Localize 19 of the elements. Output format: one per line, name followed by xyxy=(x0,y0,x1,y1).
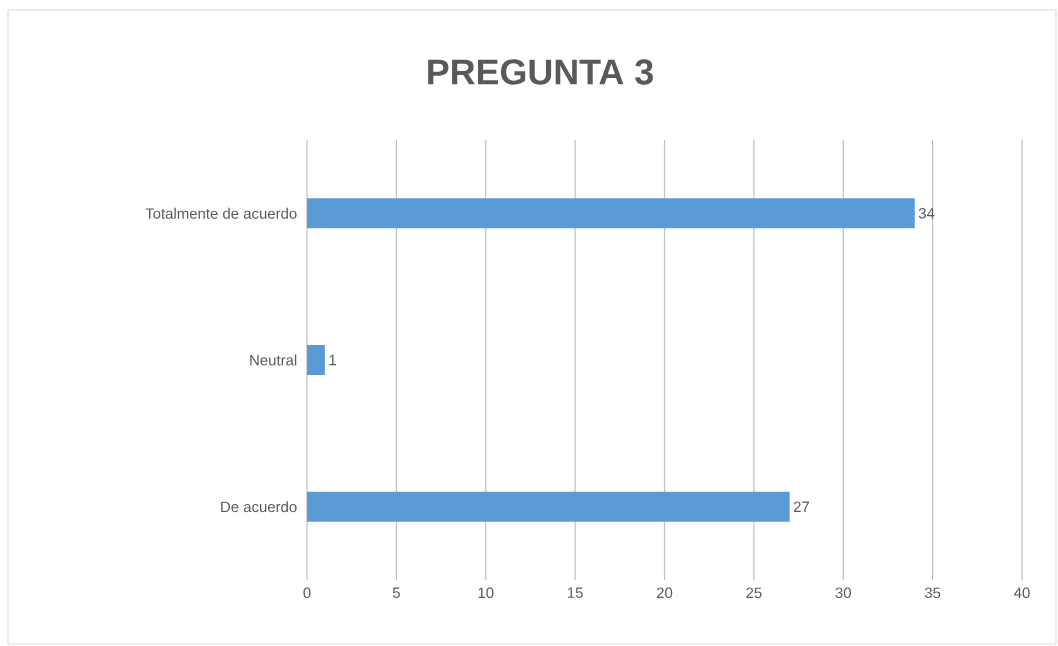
x-tick-label: 40 xyxy=(1014,587,1030,599)
x-tick-label: 35 xyxy=(924,587,941,599)
y-tick-label: Totalmente de acuerdo xyxy=(145,207,297,219)
x-tick-label: 5 xyxy=(392,587,400,598)
bar xyxy=(307,491,790,522)
chart-title: PREGUNTA 3 xyxy=(428,59,653,85)
data-label: 27 xyxy=(793,501,810,512)
x-tick-label: 20 xyxy=(656,587,673,599)
x-tick-label: 0 xyxy=(303,587,311,599)
y-tick-label: Neutral xyxy=(250,354,297,366)
x-tick-label: 30 xyxy=(835,587,851,599)
data-label: 34 xyxy=(918,208,935,219)
y-tick-label: De acuerdo xyxy=(221,501,297,513)
x-tick-label: 15 xyxy=(567,587,583,598)
bar xyxy=(307,198,915,229)
x-tick-label: 10 xyxy=(478,587,494,599)
data-label: 1 xyxy=(329,354,336,366)
bar xyxy=(307,345,325,375)
x-tick-label: 25 xyxy=(746,587,762,599)
